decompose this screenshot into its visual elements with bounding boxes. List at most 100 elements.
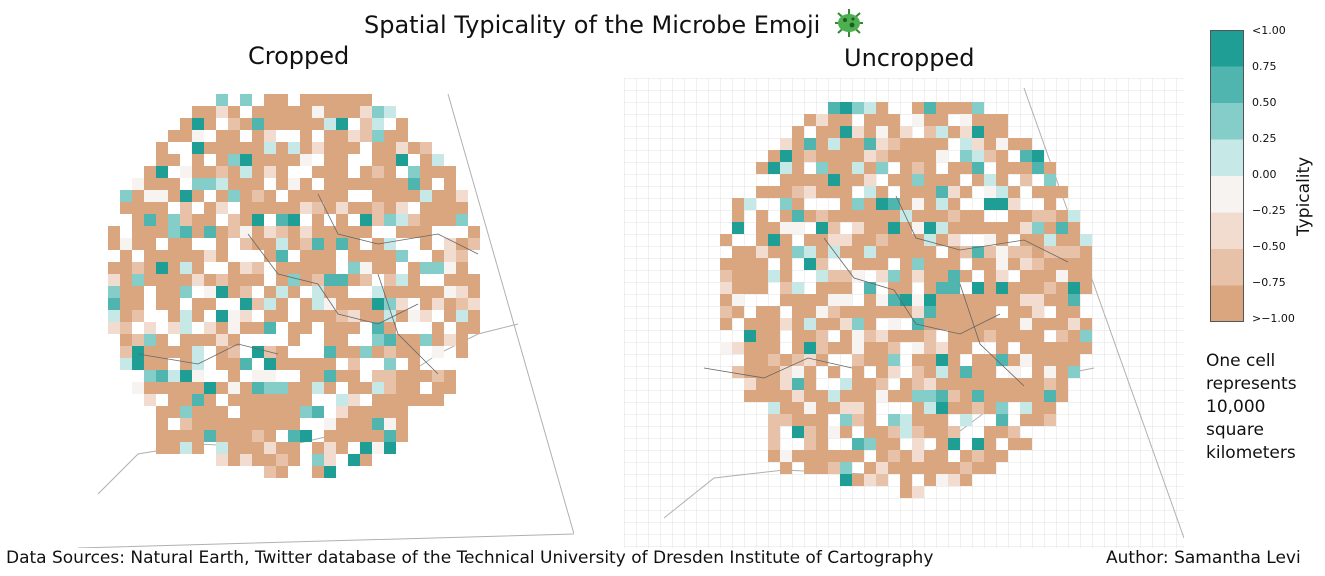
map-cell [468, 238, 480, 250]
map-cell [816, 390, 828, 402]
map-cell [804, 378, 816, 390]
map-cell [108, 262, 120, 274]
map-cell [192, 430, 204, 442]
map-cell [120, 262, 132, 274]
map-cell [312, 298, 324, 310]
map-cell [804, 186, 816, 198]
map-cell [804, 114, 816, 126]
map-cell [180, 382, 192, 394]
map-cell [936, 306, 948, 318]
map-cell [888, 462, 900, 474]
map-cell [120, 298, 132, 310]
map-cell [1044, 390, 1056, 402]
map-cell [300, 226, 312, 238]
map-cell [996, 186, 1008, 198]
map-cell [972, 366, 984, 378]
map-cell [1080, 270, 1092, 282]
map-cell [732, 270, 744, 282]
map-cell [1032, 150, 1044, 162]
map-cell [912, 402, 924, 414]
cell-size-note: One cell represents 10,000 square kilome… [1206, 351, 1297, 463]
map-cell [312, 382, 324, 394]
map-cell [1044, 174, 1056, 186]
map-cell [228, 442, 240, 454]
map-cell [804, 438, 816, 450]
map-cell [156, 142, 168, 154]
map-cell [840, 270, 852, 282]
map-cell [144, 322, 156, 334]
map-cell [396, 214, 408, 226]
map-cell [756, 270, 768, 282]
map-cell [876, 198, 888, 210]
map-cell [372, 202, 384, 214]
map-cell [348, 406, 360, 418]
map-cell [948, 210, 960, 222]
map-cell [396, 190, 408, 202]
map-cell [924, 198, 936, 210]
map-cell [996, 402, 1008, 414]
map-cell [228, 226, 240, 238]
map-cell [888, 354, 900, 366]
map-cell [792, 222, 804, 234]
map-cell [924, 294, 936, 306]
map-cell [324, 178, 336, 190]
map-cell [828, 234, 840, 246]
map-cell [732, 366, 744, 378]
map-cell [348, 238, 360, 250]
map-cell [1068, 234, 1080, 246]
map-cell [228, 454, 240, 466]
map-cell [336, 166, 348, 178]
map-cell [348, 94, 360, 106]
map-cell [288, 418, 300, 430]
map-cell [936, 102, 948, 114]
map-cell [936, 342, 948, 354]
map-cell [252, 262, 264, 274]
map-cell [240, 406, 252, 418]
map-cell [228, 274, 240, 286]
map-cell [816, 234, 828, 246]
map-cell [864, 354, 876, 366]
map-cell [108, 274, 120, 286]
map-cell [864, 462, 876, 474]
map-cell [744, 378, 756, 390]
map-cell [192, 418, 204, 430]
map-cell [972, 318, 984, 330]
map-cell [420, 298, 432, 310]
map-cell [888, 438, 900, 450]
map-cell [408, 190, 420, 202]
map-cell [852, 366, 864, 378]
map-cell [864, 114, 876, 126]
map-cell [300, 202, 312, 214]
map-cell [360, 130, 372, 142]
map-cell [192, 298, 204, 310]
map-cell [912, 414, 924, 426]
author-credit: Author: Samantha Levi [1106, 548, 1301, 568]
map-cell [816, 126, 828, 138]
map-cell [1080, 246, 1092, 258]
map-cell [1020, 330, 1032, 342]
map-cell [924, 318, 936, 330]
map-cell [252, 238, 264, 250]
map-cell [1080, 318, 1092, 330]
map-cell [816, 270, 828, 282]
map-cell [852, 126, 864, 138]
map-cell [192, 406, 204, 418]
map-cell [912, 198, 924, 210]
map-cell [120, 274, 132, 286]
map-cell [948, 234, 960, 246]
map-cell [1020, 414, 1032, 426]
map-cell [912, 462, 924, 474]
map-cell [912, 342, 924, 354]
map-cell [120, 346, 132, 358]
map-cell [1056, 366, 1068, 378]
map-cell [828, 102, 840, 114]
legend-swatch [1210, 176, 1244, 213]
map-cell [180, 118, 192, 130]
map-cell [240, 442, 252, 454]
map-cell [1032, 402, 1044, 414]
map-cell [936, 390, 948, 402]
map-cell [732, 258, 744, 270]
map-cell [156, 262, 168, 274]
map-cell [216, 94, 228, 106]
map-cell [264, 226, 276, 238]
